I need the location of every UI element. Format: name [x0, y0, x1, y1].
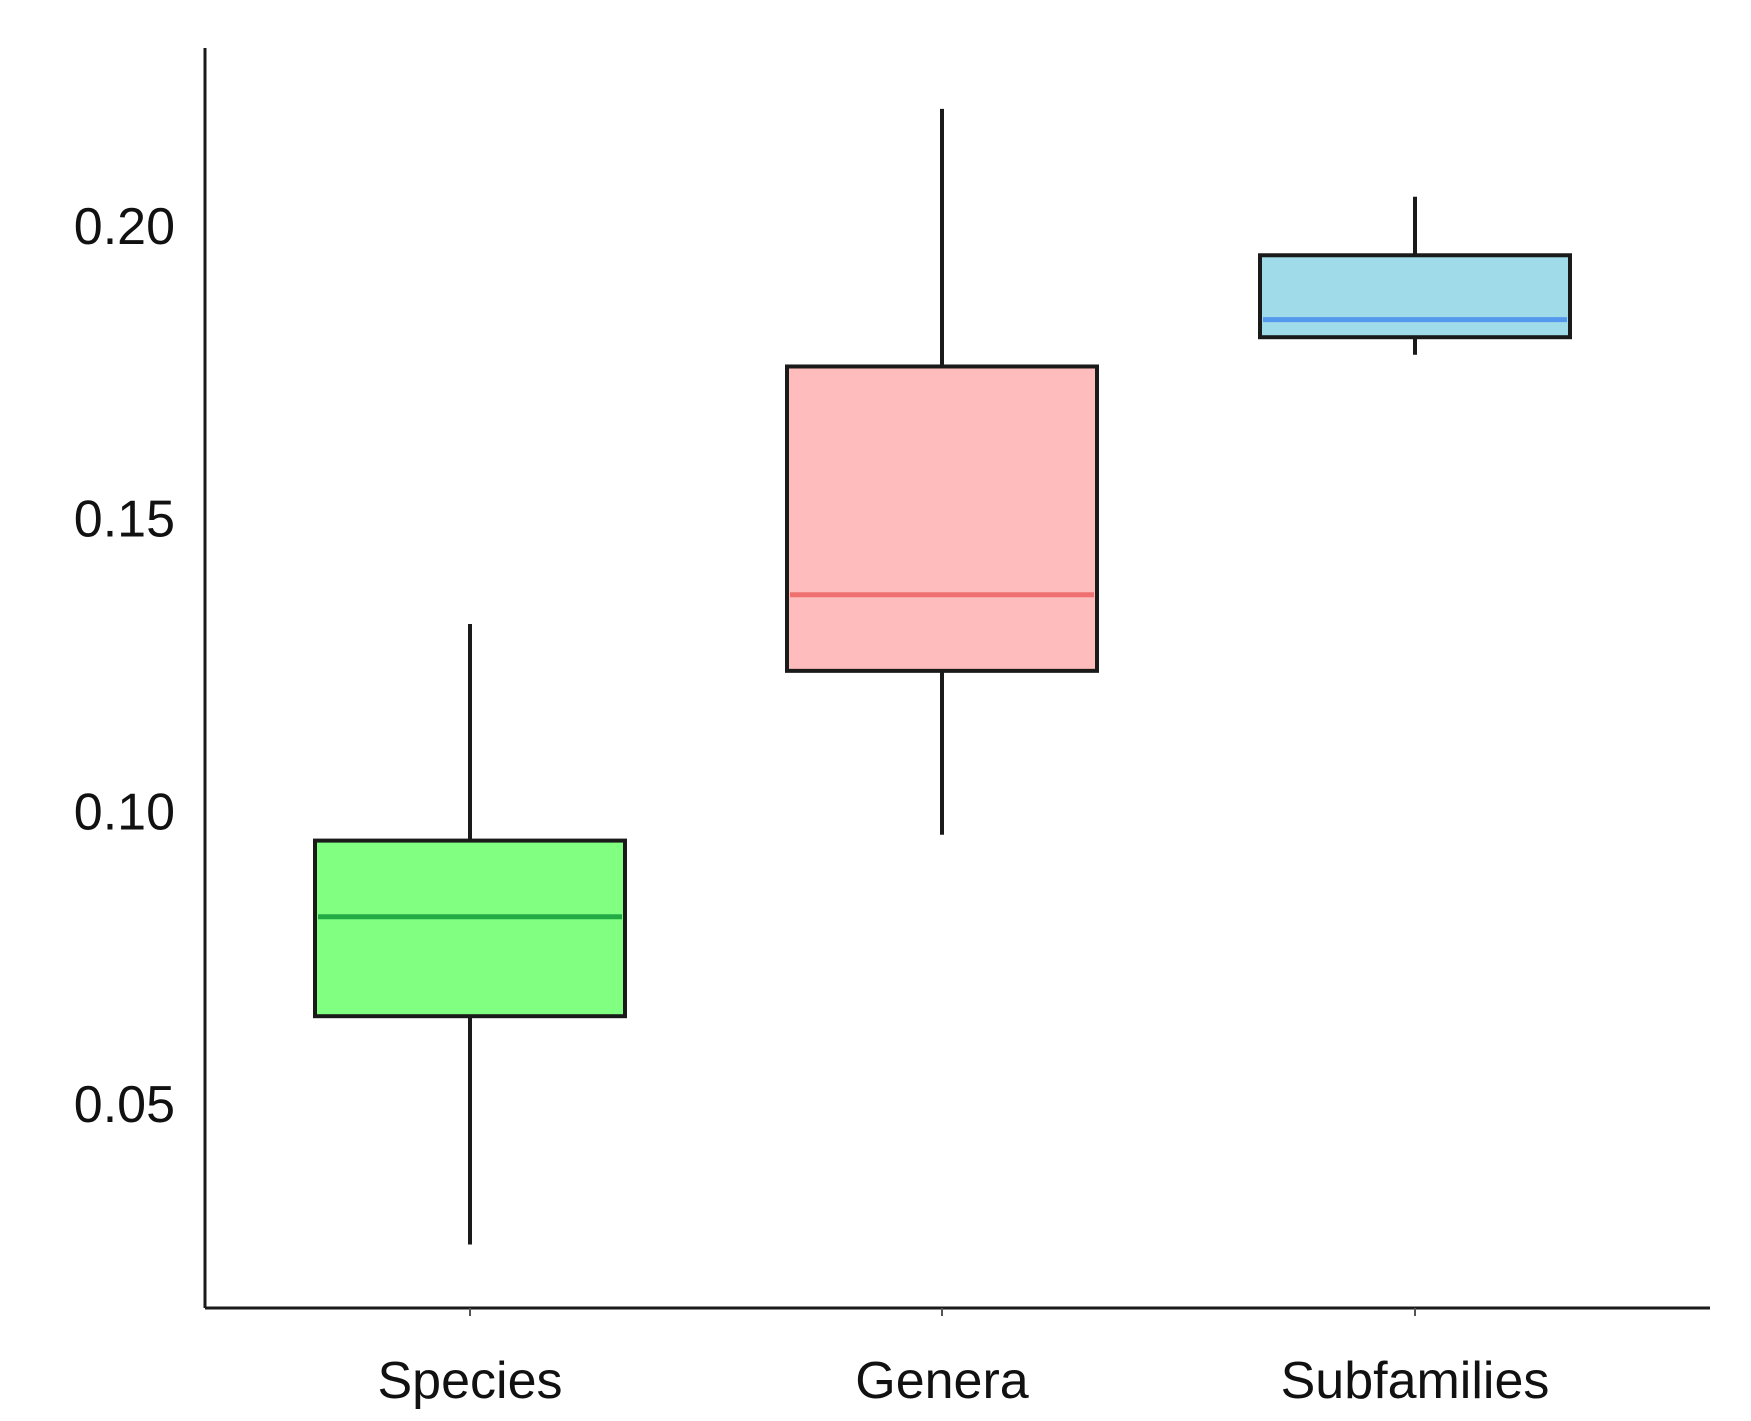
interquartile-box — [1258, 253, 1572, 340]
x-tick-label: Species — [378, 1352, 563, 1410]
y-tick-label: 0.05 — [74, 1076, 175, 1134]
box-subfamilies — [1258, 196, 1572, 355]
box-species — [313, 624, 627, 1245]
interquartile-box — [313, 838, 627, 1019]
y-tick-label: 0.10 — [74, 783, 175, 841]
interquartile-box — [785, 364, 1099, 673]
box-genera — [785, 108, 1099, 835]
y-tick-label: 0.15 — [74, 491, 175, 549]
x-tick-label: Subfamilies — [1281, 1352, 1550, 1410]
ticks: 0.05 0.10 0.15 0.20 Species Genera Subfamilies — [74, 198, 1550, 1410]
boxes — [313, 108, 1572, 1245]
axes — [203, 48, 1710, 1310]
y-tick-label: 0.20 — [74, 198, 175, 256]
x-tick-label: Genera — [855, 1352, 1029, 1410]
